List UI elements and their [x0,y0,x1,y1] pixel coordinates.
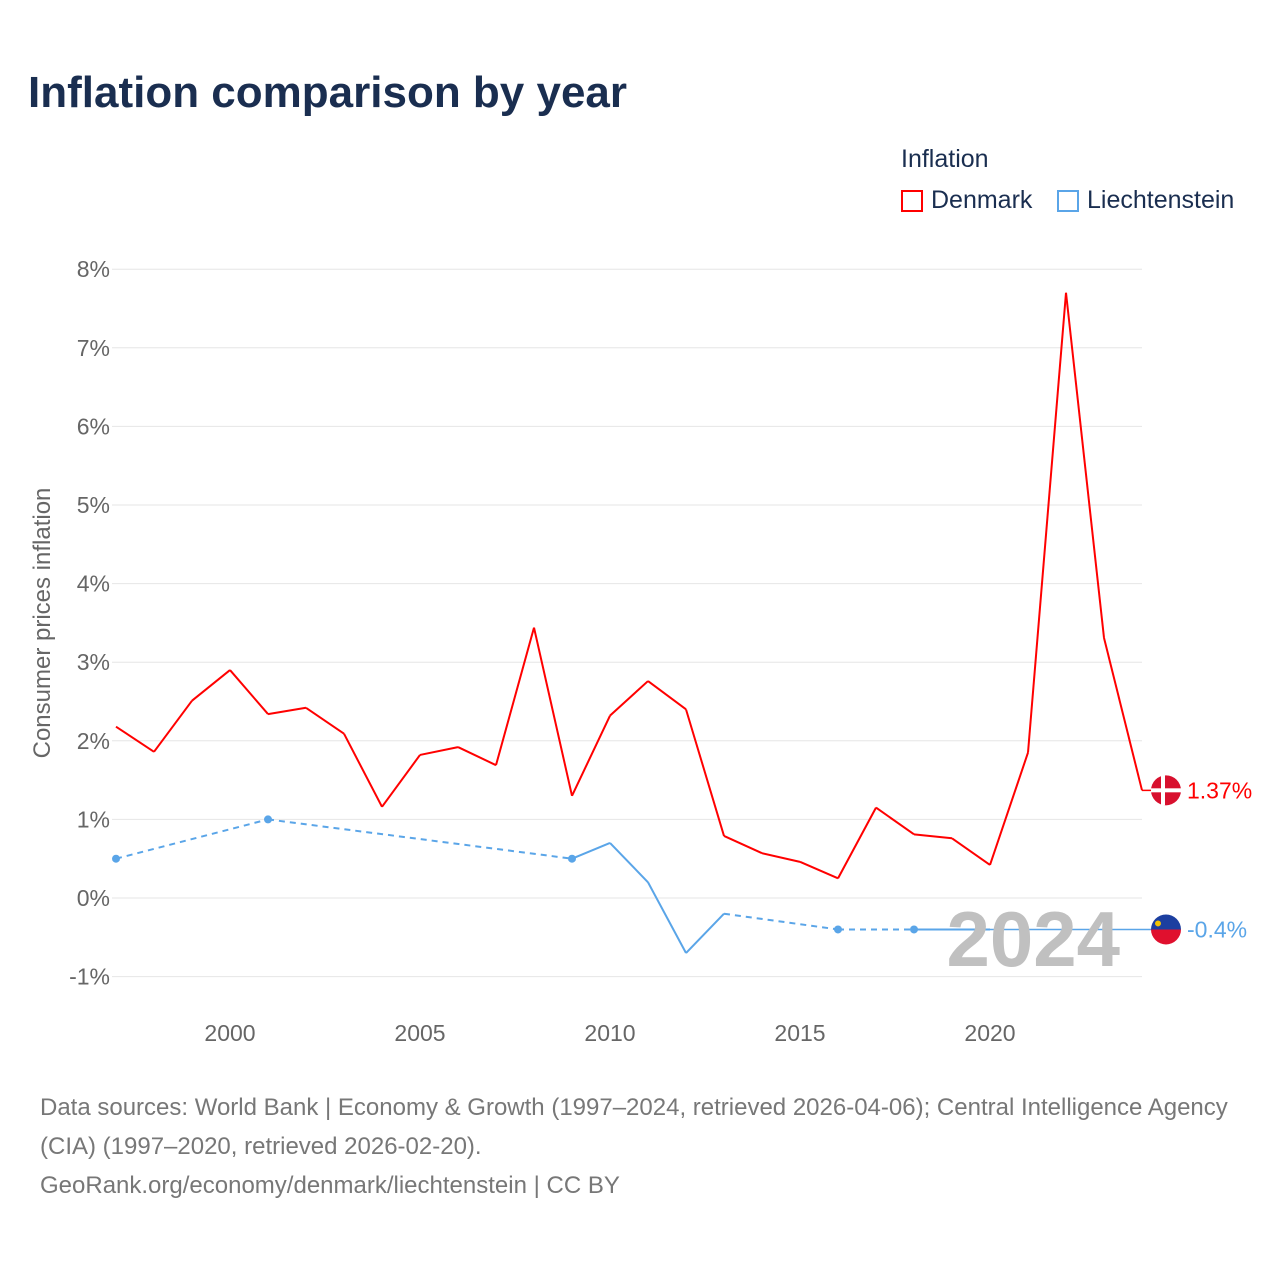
end-value-label: 1.37% [1187,777,1252,803]
series-segment-denmark [875,806,915,836]
series-segment-denmark [951,837,991,866]
flag-cross [1151,788,1181,793]
series-segment-liechtenstein [267,818,573,860]
y-tick-label: 3% [77,649,110,675]
series-segment-denmark [305,706,345,735]
legend-label: Denmark [931,186,1033,214]
y-tick-label: 5% [77,492,110,518]
y-tick-label: 6% [77,413,110,439]
series-segment-denmark [571,715,611,797]
series-segment-denmark [419,746,459,756]
series-segment-denmark [685,709,725,837]
attribution-link[interactable]: GeoRank.org/economy/denmark/liechtenstei… [40,1172,620,1199]
y-tick-label: 4% [77,571,110,597]
data-sources: Data sources: World Bank | Economy & Gro… [40,1088,1250,1205]
series-segment-denmark [799,860,839,880]
x-tick-label: 2005 [394,1020,445,1046]
data-point [910,925,918,934]
chart-title: Inflation comparison by year [28,68,628,117]
y-tick-label: 7% [77,335,110,361]
series-segment-liechtenstein [571,842,611,860]
series-segment-denmark [989,752,1029,866]
x-tick-label: 2000 [204,1020,255,1046]
series-segment-denmark [267,706,307,716]
legend-title: Inflation [901,145,989,173]
series-segment-denmark [913,833,953,840]
series-segment-denmark [723,834,763,855]
sources-text: Data sources: World Bank | Economy & Gro… [40,1094,1228,1160]
series-segment-denmark [457,746,497,767]
data-point [264,815,272,824]
year-watermark: 2024 [946,895,1120,983]
legend-swatch [901,189,923,212]
legend-label: Liechtenstein [1087,186,1235,214]
series-segment-denmark [1027,292,1067,753]
series-segment-denmark [1065,292,1105,638]
series-segment-denmark [1103,637,1143,791]
legend-item-denmark[interactable]: Denmark [901,186,1032,215]
legend-swatch [1057,189,1079,212]
series-segment-denmark [647,680,687,711]
series-segment-liechtenstein [685,913,725,954]
series-segment-denmark [191,669,231,702]
series-segment-denmark [229,669,269,715]
data-point [112,854,120,863]
series-segment-liechtenstein [647,881,687,954]
y-tick-label: 2% [77,728,110,754]
legend-item-liechtenstein[interactable]: Liechtenstein [1057,186,1234,215]
series-segment-denmark [495,627,535,766]
x-tick-label: 2020 [964,1020,1015,1046]
series-segment-denmark [761,852,801,863]
y-tick-label: 8% [77,256,110,282]
y-tick-label: 0% [77,885,110,911]
y-tick-label: 1% [77,806,110,832]
series-segment-denmark [837,807,877,879]
y-axis-label: Consumer prices inflation [29,488,56,759]
series-segment-liechtenstein [609,842,649,883]
flag-crown [1155,920,1161,927]
data-point [834,925,842,934]
series-segment-denmark [343,733,383,808]
x-tick-label: 2015 [774,1020,825,1046]
x-tick-label: 2010 [584,1020,635,1046]
data-point [568,854,576,863]
flag-bottom [1151,929,1181,945]
y-tick-label: -1% [69,964,110,990]
end-value-label: -0.4% [1187,916,1247,942]
series-segment-denmark [381,754,421,808]
series-segment-denmark [533,627,573,797]
series-segment-denmark [115,725,155,753]
series-segment-liechtenstein [723,912,839,931]
series-segment-denmark [153,700,193,753]
series-segment-denmark [609,680,649,717]
series-segment-liechtenstein [115,818,269,860]
